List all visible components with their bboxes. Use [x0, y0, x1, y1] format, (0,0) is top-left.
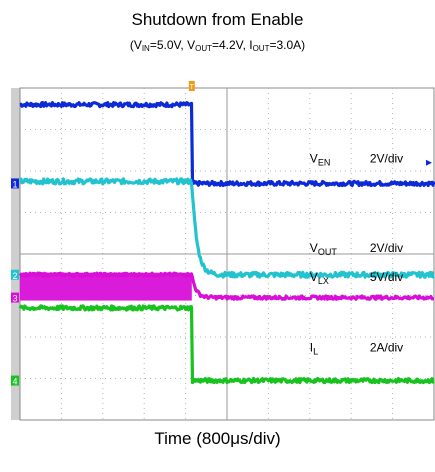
channel-2-marker: [11, 269, 19, 280]
trace-scale-lx: 5V/div: [370, 270, 403, 284]
trace-label-l: IL: [310, 341, 318, 357]
trace-ven: [19, 101, 435, 188]
ch1-level-arrow-icon: [426, 159, 432, 166]
trigger-marker-label: T: [190, 84, 195, 91]
trace-scale-out: 2V/div: [370, 241, 403, 255]
trace-scale-en: 2V/div: [370, 152, 403, 166]
chart-title: Shutdown from Enable: [131, 10, 304, 29]
chart-subtitle: (VIN=5.0V, VOUT=4.2V, IOUT=3.0A): [129, 38, 306, 53]
trace-label-lx: VLX: [310, 270, 329, 286]
channel-3-marker: [11, 292, 19, 303]
oscilloscope-plot: T 1 VEN 2V/div 2 VOUT 2V/div 3 VLX 5V/div 4 IL 2A/di…: [11, 81, 435, 421]
trace-label-out: VOUT: [310, 241, 338, 257]
channel-3-marker-label: 3: [12, 294, 17, 304]
channel-4-marker-label: 4: [12, 377, 17, 387]
trace-scale-l: 2A/div: [370, 341, 403, 355]
channel-strip: [11, 88, 20, 420]
channel-2-marker-label: 2: [12, 271, 17, 281]
trace-il: [18, 304, 435, 385]
trace-vlx: [18, 271, 435, 301]
trigger-marker-icon: [188, 81, 195, 91]
channel-4-marker: [11, 375, 19, 386]
channel-1-marker-label: 1: [12, 179, 17, 189]
channel-1-marker: [11, 178, 19, 189]
trace-label-en: VEN: [310, 152, 331, 168]
x-axis-label: Time (800μs/div): [154, 429, 281, 448]
trace-vout: [19, 177, 435, 279]
